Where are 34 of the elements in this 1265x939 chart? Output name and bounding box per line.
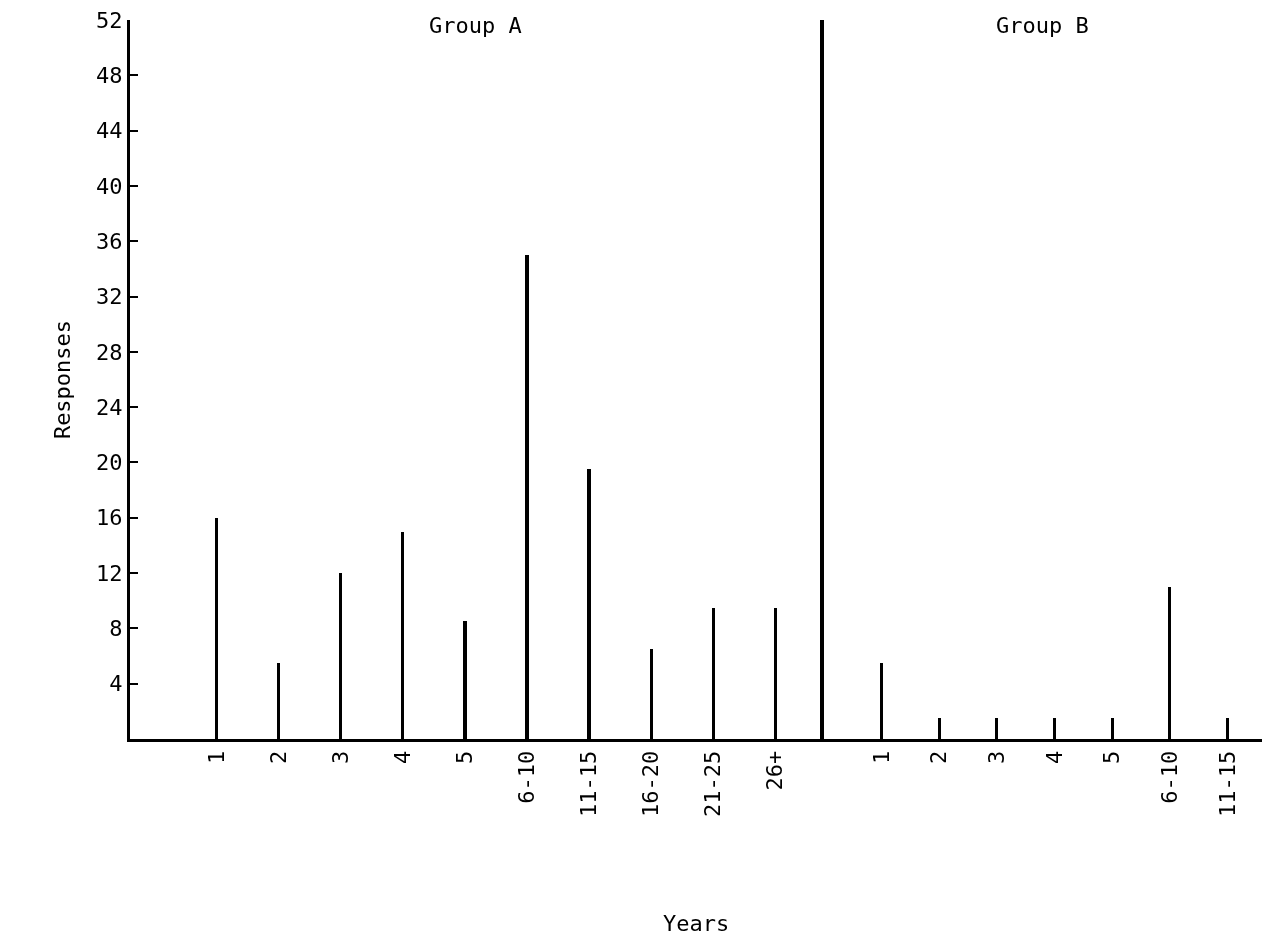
x-tick-label: 11-15 [1214,750,1240,818]
x-tick-label: 4 [390,750,416,765]
y-tick-label: 44 [96,118,123,144]
y-tick-label: 40 [96,173,123,199]
x-tick-label: 5 [1099,750,1125,765]
y-axis-title: Responses [49,319,75,440]
x-tick-label: 11-15 [576,750,602,818]
x-tick-label: 21-25 [700,750,726,818]
x-tick-label: 3 [328,750,354,765]
y-tick-label: 4 [109,671,123,697]
y-tick-label: 28 [96,339,123,365]
x-tick-label: 2 [266,750,292,765]
y-tick-label: 48 [96,63,123,89]
x-tick-label: 5 [452,750,478,765]
chart-title: Group A [429,13,522,38]
y-tick-label: 32 [96,284,123,310]
x-tick-label: 1 [868,750,894,765]
y-tick-label: 20 [96,450,123,476]
y-tick-label: 8 [109,616,123,642]
x-tick-label: 26+ [762,750,788,791]
x-axis-title: Years [663,911,730,936]
x-tick-label: 1 [203,750,229,765]
x-tick-label: 2 [926,750,952,765]
y-tick-label: 16 [96,505,123,531]
x-tick-label: 6-10 [1156,750,1182,804]
y-tick-label: 12 [96,560,123,586]
y-tick-label: 24 [96,394,123,420]
x-tick-label: 4 [1041,750,1067,765]
y-tick-label: 36 [96,228,123,254]
x-tick-label: 3 [984,750,1009,765]
x-tick-label: 16-20 [638,750,664,818]
x-tick-label: 6-10 [514,750,540,804]
y-tick-label: 52 [96,7,123,33]
chart-title: Group B [996,13,1089,38]
